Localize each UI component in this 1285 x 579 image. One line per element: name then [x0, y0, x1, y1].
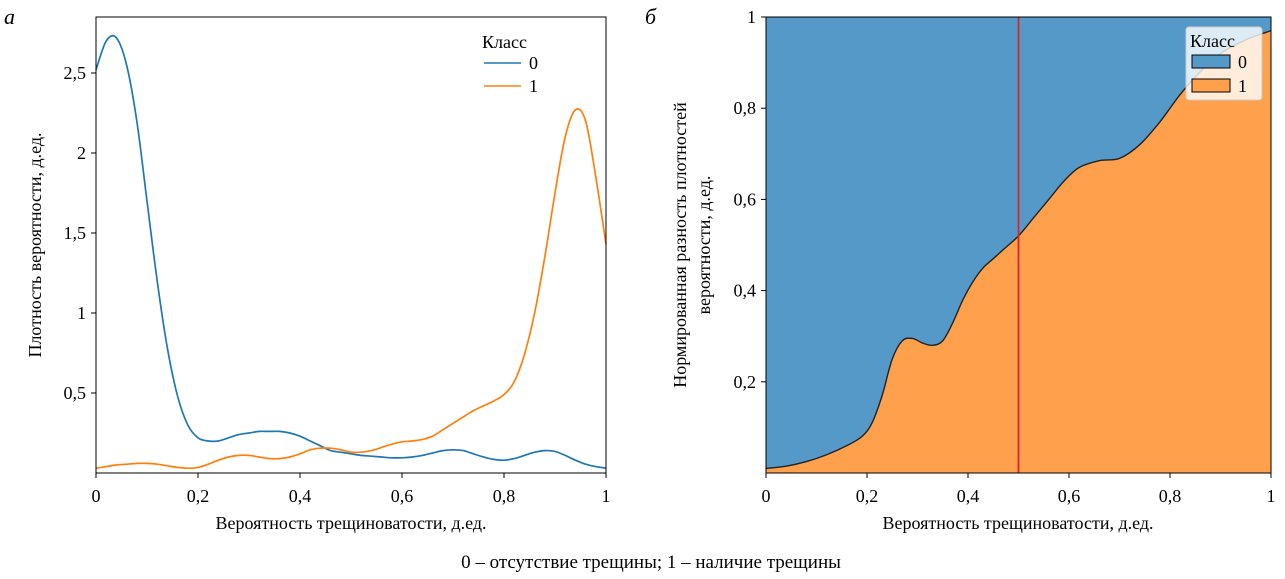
- legend-label-class0: 0: [529, 53, 538, 73]
- x-tick-label: 1: [602, 486, 611, 506]
- panel-a: а 0 0,2 0,4 0,6 0,8 1 0,5 1 1,5 2 2,5 Вероятность…: [4, 4, 611, 533]
- x-tick-label: 0: [92, 486, 101, 506]
- panel-b-ylabel: Нормированная разность плотностей вероят…: [670, 102, 714, 388]
- panel-b-frame: [765, 16, 1272, 474]
- x-tick-label: 1: [1267, 486, 1276, 506]
- legend-label-class1: 1: [1238, 76, 1247, 96]
- panel-b-ylabel-line2: вероятности, д.ед.: [694, 176, 714, 315]
- x-tick-label: 0,2: [856, 486, 879, 506]
- panel-b: б 0 0,2 0,4 0,6 0,8 1 0,2 0,4 0,6 0,8 1 Вероятнос…: [645, 4, 1276, 533]
- y-tick-label: 0,6: [734, 189, 757, 209]
- figure-caption: 0 – отсутствие трещины; 1 – наличие трещ…: [461, 552, 841, 573]
- legend-label-class0: 0: [1238, 52, 1247, 72]
- panel-b-letter: б: [645, 4, 657, 29]
- legend-swatch-class0: [1191, 54, 1231, 69]
- x-tick-label: 0,6: [391, 486, 414, 506]
- panel-a-xlabel: Вероятность трещиноватости, д.ед.: [215, 513, 486, 533]
- x-tick-label: 0,2: [187, 486, 210, 506]
- y-tick-label: 0,8: [734, 98, 757, 118]
- y-tick-label: 1,5: [64, 223, 87, 243]
- x-tick-label: 0,8: [493, 486, 516, 506]
- panel-a-letter: а: [4, 4, 15, 29]
- panel-b-legend: Класс 0 1: [1185, 26, 1263, 101]
- y-tick-label: 1: [747, 7, 756, 27]
- class-boundary-line: [765, 30, 1272, 470]
- legend-title: Класс: [482, 32, 527, 52]
- x-tick-label: 0,4: [957, 486, 980, 506]
- y-tick-label: 0,2: [734, 372, 757, 392]
- y-tick-label: 0,5: [64, 383, 87, 403]
- series-line-class1: [95, 108, 607, 470]
- panel-a-frame: [95, 16, 607, 474]
- y-tick-label: 0,4: [734, 281, 757, 301]
- legend-swatch-class1: [1191, 78, 1231, 93]
- panel-b-xlabel: Вероятность трещиноватости, д.ед.: [882, 513, 1153, 533]
- x-tick-label: 0,4: [289, 486, 312, 506]
- series-line-class0: [95, 34, 607, 470]
- y-tick-label: 2: [77, 143, 86, 163]
- x-tick-label: 0,6: [1058, 486, 1081, 506]
- panel-a-legend: Класс 0 1: [482, 32, 538, 96]
- legend-title: Класс: [1190, 31, 1235, 51]
- panel-a-ylabel: Плотность вероятности, д.ед.: [25, 132, 45, 357]
- y-tick-label: 2,5: [64, 63, 87, 83]
- x-tick-label: 0,8: [1159, 486, 1182, 506]
- y-tick-label: 1: [77, 303, 86, 323]
- legend-label-class1: 1: [529, 76, 538, 96]
- x-tick-label: 0: [762, 486, 771, 506]
- panel-b-ylabel-line1: Нормированная разность плотностей: [670, 102, 690, 388]
